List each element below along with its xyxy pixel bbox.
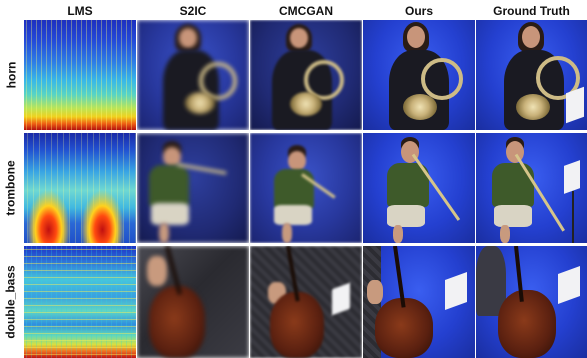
- cell-horn-s2ic: [137, 20, 249, 130]
- row-label-trombone: trombone: [2, 133, 20, 243]
- column-header-cmcgan: CMCGAN: [279, 4, 333, 18]
- column-header-s2ic: S2IC: [179, 4, 207, 18]
- row-label-horn-text: horn: [4, 61, 19, 89]
- column-header-lms: LMS: [67, 4, 93, 18]
- row-label-double-bass: double_bass: [2, 246, 20, 358]
- cell-trombone-ground-truth: [476, 133, 587, 243]
- cell-double-bass-cmcgan: [250, 246, 362, 358]
- cell-horn-lms: [24, 20, 136, 130]
- row-label-horn: horn: [2, 20, 20, 130]
- spectrogram-trombone: [24, 133, 136, 243]
- spectrogram-double-bass: [24, 246, 136, 358]
- cell-trombone-s2ic: [137, 133, 249, 243]
- cell-horn-ours: [363, 20, 475, 130]
- cell-trombone-cmcgan: [250, 133, 362, 243]
- column-header-ours: Ours: [404, 4, 433, 18]
- cell-horn-ground-truth: [476, 20, 587, 130]
- spectrogram-horn: [24, 20, 136, 130]
- column-header-ground-truth: Ground Truth: [493, 4, 570, 18]
- cell-double-bass-s2ic: [137, 246, 249, 358]
- cell-double-bass-lms: [24, 246, 136, 358]
- cell-trombone-ours: [363, 133, 475, 243]
- row-label-trombone-text: trombone: [4, 160, 18, 216]
- cell-double-bass-ground-truth: [476, 246, 587, 358]
- cell-horn-cmcgan: [250, 20, 362, 130]
- cell-trombone-lms: [24, 133, 136, 243]
- cell-double-bass-ours: [363, 246, 475, 358]
- row-label-double-bass-text: double_bass: [4, 265, 19, 339]
